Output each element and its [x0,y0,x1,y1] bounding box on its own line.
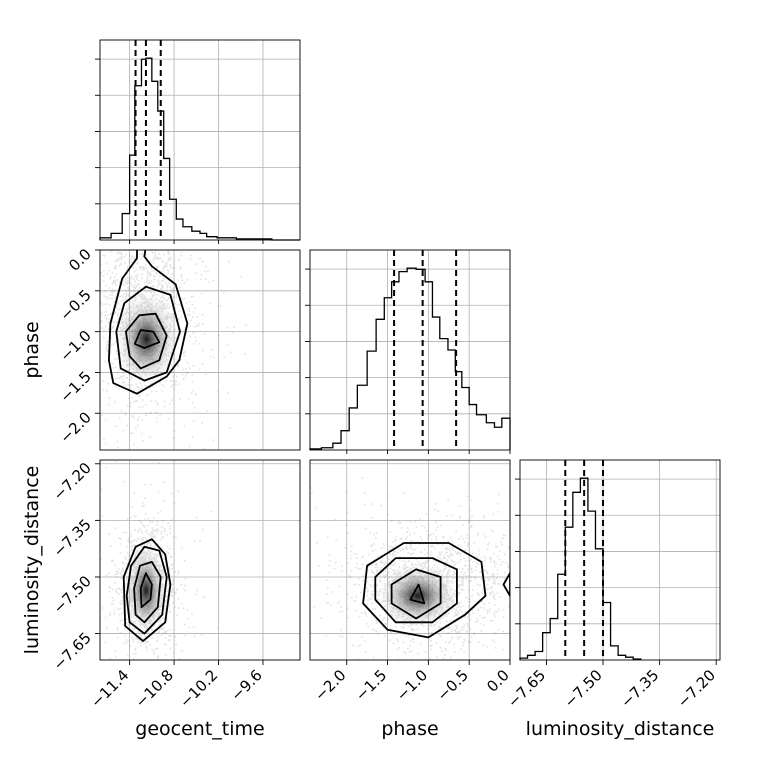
panel-frame [99,459,301,661]
contour-level-2 [125,545,168,635]
panel-frame [99,39,301,241]
contour-level-1 [125,312,168,370]
marginal-panel-luminosity_distance [515,459,721,661]
y-axis-title-luminosity_distance: luminosity_distance [21,466,43,655]
panel-frame [519,459,721,661]
contour-level-2 [374,557,458,624]
contour-level-3 [108,250,189,395]
contour-level-0 [139,572,153,609]
marginal-panel-phase [305,249,511,451]
contour-level-3 [122,538,172,642]
x-tick-label-phase: −1.5 [352,666,390,704]
density-shading [114,292,179,387]
joint-panel-geocent_time-luminosity_distance [99,459,301,661]
y-tick-label-phase: −1.0 [56,327,94,365]
joint-panel-geocent_time-phase [99,249,301,451]
contour-level-4 [502,572,510,597]
marginal-panel-geocent_time [95,39,301,241]
contour-level-0 [409,583,426,605]
panel-frame [309,459,511,661]
contour-level-1 [133,561,162,624]
contour-level-3 [362,542,487,639]
x-tick-label-geocent_time: −10.2 [176,666,221,711]
panel-frame [309,249,511,451]
y-tick-label-phase: 0.0 [65,245,95,275]
x-tick-label-phase: −2.0 [311,666,349,704]
density-layer [310,477,510,660]
histogram-phase [309,267,511,450]
contour-level-2 [115,285,181,382]
density-shading [376,563,459,628]
panel-frame [99,249,301,451]
x-tick-label-phase: −1.0 [393,666,431,704]
x-tick-label-phase: 0.0 [483,666,513,696]
x-axis-title-phase: phase [381,718,438,740]
y-axis-title-phase: phase [21,321,43,378]
histogram-luminosity_distance [519,477,642,660]
x-axis-title-geocent_time: geocent_time [135,718,264,740]
x-tick-label-geocent_time: −9.6 [227,666,265,704]
density-layer [100,250,289,450]
x-tick-label-luminosity_distance: −7.50 [561,666,606,711]
density-layer [100,460,219,660]
y-tick-label-luminosity_distance: −7.20 [50,459,95,504]
y-tick-label-phase: −0.5 [56,286,94,324]
x-tick-label-phase: −0.5 [434,666,472,704]
x-tick-label-geocent_time: −11.4 [87,666,132,711]
y-tick-label-luminosity_distance: −7.35 [50,515,95,560]
contour-level-0 [133,329,161,349]
y-tick-label-phase: −1.5 [56,368,94,406]
joint-panel-phase-luminosity_distance [309,459,511,661]
y-tick-label-phase: −2.0 [56,408,94,446]
y-tick-label-luminosity_distance: −7.65 [50,629,95,674]
histogram-geocent_time [99,57,300,241]
x-tick-label-luminosity_distance: −7.65 [504,666,549,711]
y-tick-label-luminosity_distance: −7.50 [50,572,95,617]
contour-level-1 [390,568,442,620]
x-axis-title-luminosity_distance: luminosity_distance [526,718,715,740]
x-tick-label-geocent_time: −10.8 [132,666,177,711]
x-tick-label-luminosity_distance: −7.20 [674,666,719,711]
x-tick-label-luminosity_distance: −7.35 [617,666,662,711]
